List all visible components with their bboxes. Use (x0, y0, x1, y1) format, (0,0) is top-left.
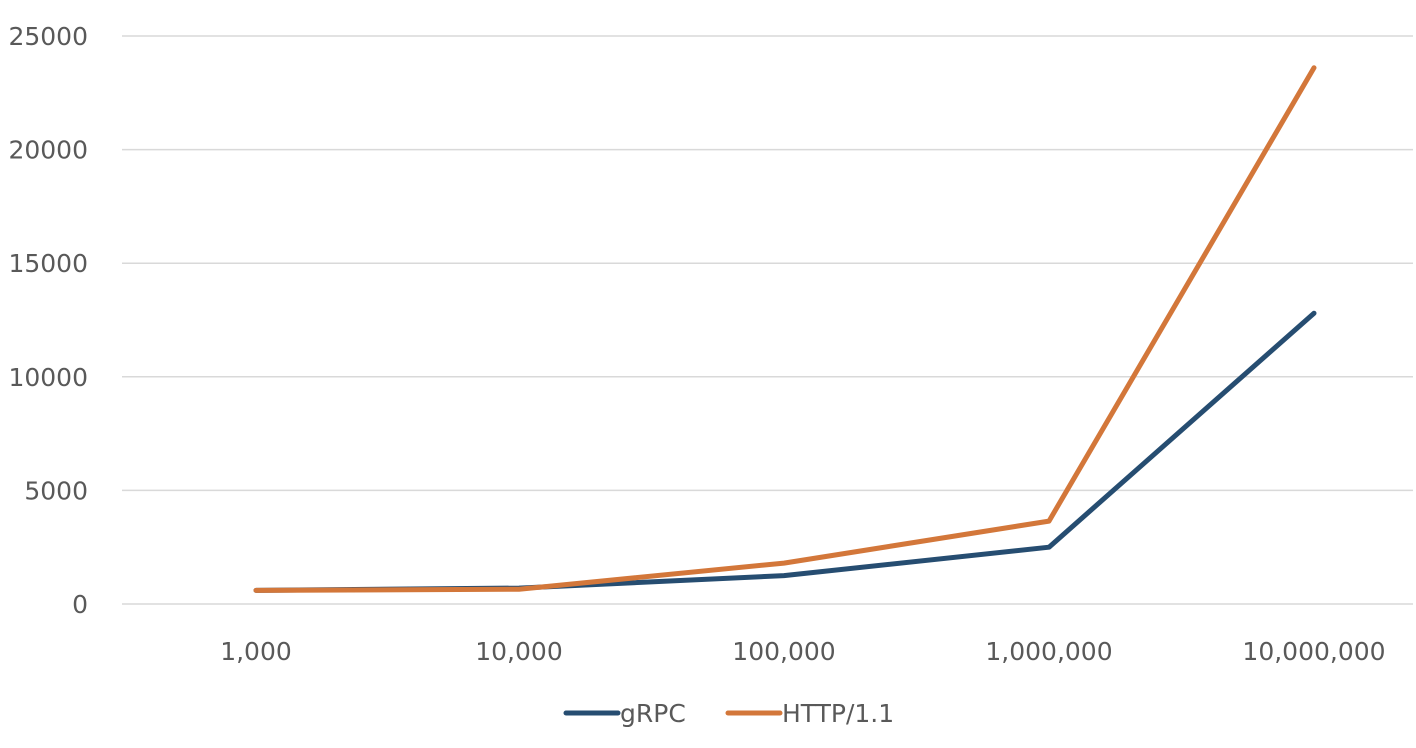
y-tick-label: 10000 (8, 363, 88, 392)
x-tick-label: 100,000 (732, 637, 835, 666)
gridlines (122, 35, 1413, 605)
x-tick-label: 1,000 (220, 637, 292, 666)
y-axis-tick-labels: 0 5000 10000 15000 20000 25000 (8, 22, 88, 619)
y-tick-label: 0 (72, 590, 88, 619)
x-tick-label: 1,000,000 (985, 637, 1112, 666)
y-tick-label: 15000 (8, 249, 88, 278)
series-line-http-1-1 (253, 65, 1317, 593)
legend: gRPC HTTP/1.1 (563, 699, 894, 728)
x-axis-tick-labels: 1,000 10,000 100,000 1,000,000 10,000,000 (220, 637, 1385, 666)
series-lines (253, 65, 1317, 593)
y-tick-label: 25000 (8, 22, 88, 51)
y-tick-label: 20000 (8, 136, 88, 165)
legend-label: HTTP/1.1 (782, 699, 894, 728)
x-tick-label: 10,000,000 (1242, 637, 1385, 666)
series-line-grpc (253, 310, 1317, 593)
y-tick-label: 5000 (24, 476, 88, 505)
legend-label: gRPC (620, 699, 686, 728)
x-tick-label: 10,000 (475, 637, 562, 666)
